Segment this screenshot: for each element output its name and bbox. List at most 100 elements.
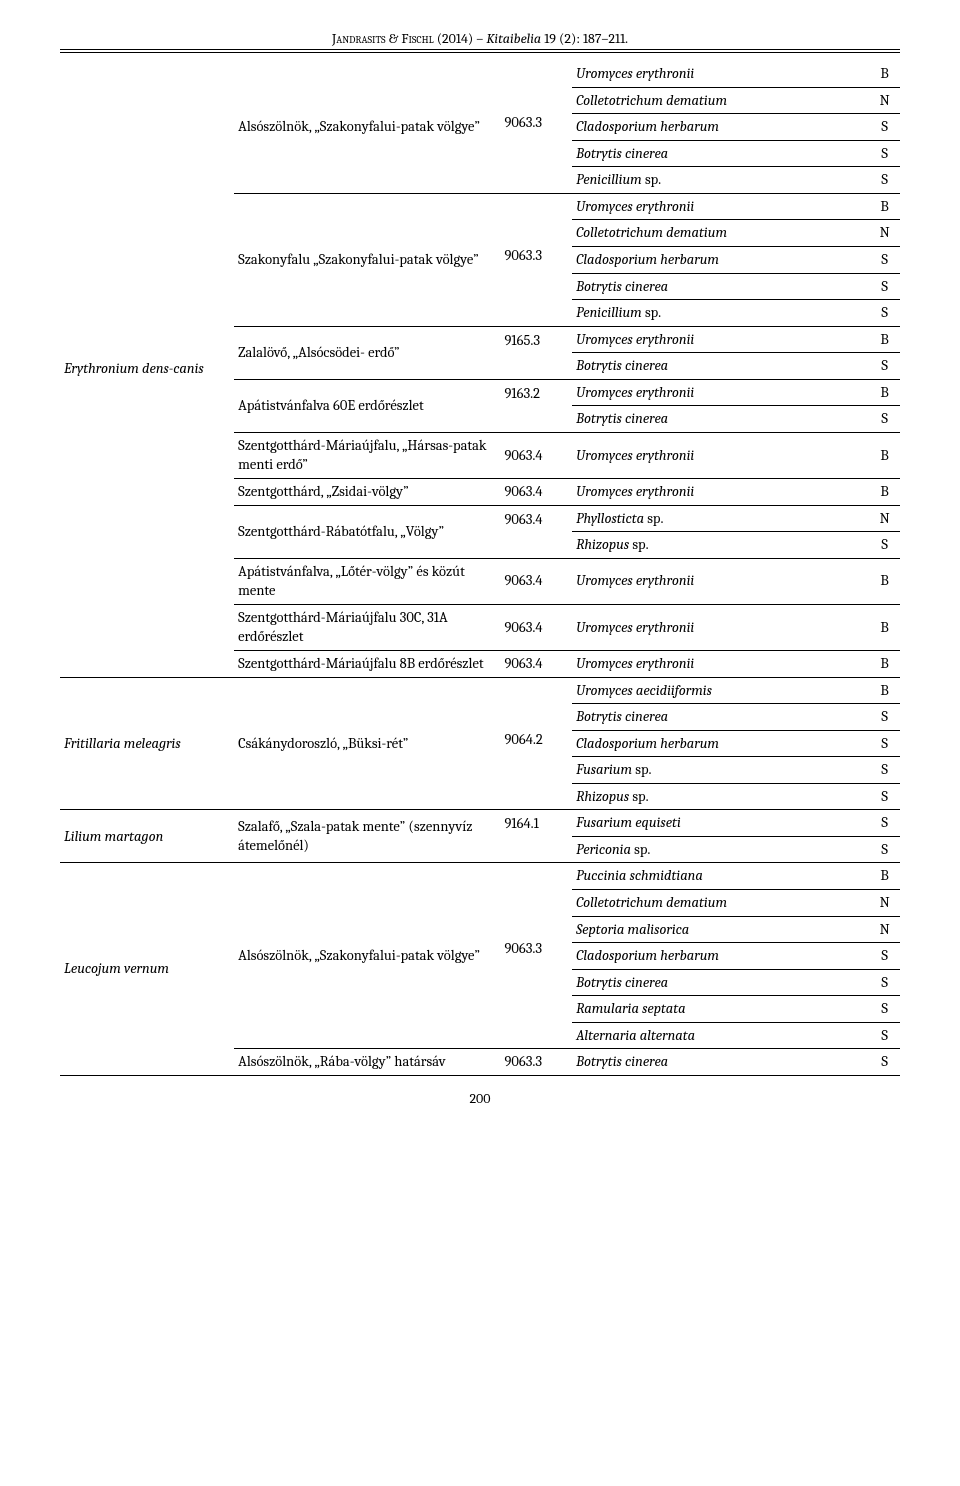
grid-code: 9063.3: [500, 863, 572, 1049]
grid-code: 9064.2: [500, 677, 572, 810]
grid-code: 9063.4: [500, 505, 572, 558]
fungus-name: Rhizopus sp.: [572, 532, 869, 559]
fungus-name: Uromyces erythronii: [572, 326, 869, 353]
location: Szentgotthárd-Máriaújfalu 30C, 31A erdőr…: [234, 604, 500, 650]
fungus-name: Fusarium equiseti: [572, 810, 869, 837]
fungus-name: Botrytis cinerea: [572, 353, 869, 380]
species-table: Erythronium dens-canisAlsószölnök, „Szak…: [60, 61, 900, 1076]
grid-code: 9063.4: [500, 558, 572, 604]
category-code: S: [869, 943, 900, 970]
host-plant: Fritillaria meleagris: [60, 677, 234, 810]
fungus-name: Periconia sp.: [572, 836, 869, 863]
fungus-name: Cladosporium herbarum: [572, 943, 869, 970]
location: Alsószölnök, „Szakonyfalui-patak völgye”: [234, 61, 500, 193]
category-code: S: [869, 969, 900, 996]
category-code: S: [869, 730, 900, 757]
fungus-name: Penicillium sp.: [572, 300, 869, 327]
category-code: B: [869, 61, 900, 87]
category-code: S: [869, 836, 900, 863]
location: Apátistvánfalva, „Lőtér-völgy” és közút …: [234, 558, 500, 604]
fungus-name: Uromyces aecidiiformis: [572, 677, 869, 704]
fungus-name: Uromyces erythronii: [572, 432, 869, 478]
fungus-name: Cladosporium herbarum: [572, 114, 869, 141]
host-plant: Erythronium dens-canis: [60, 61, 234, 677]
grid-code: 9063.4: [500, 479, 572, 506]
location: Szakonyfalu „Szakonyfalui-patak völgye”: [234, 193, 500, 326]
location: Apátistvánfalva 60E erdőrészlet: [234, 379, 500, 432]
fungus-name: Uromyces erythronii: [572, 379, 869, 406]
page-number: 200: [60, 1090, 900, 1107]
fungus-name: Botrytis cinerea: [572, 1049, 869, 1076]
category-code: S: [869, 353, 900, 380]
category-code: S: [869, 996, 900, 1023]
category-code: S: [869, 783, 900, 810]
category-code: S: [869, 1022, 900, 1049]
category-code: B: [869, 479, 900, 506]
category-code: S: [869, 757, 900, 784]
fungus-name: Uromyces erythronii: [572, 479, 869, 506]
header-journal: Kitaibelia: [486, 30, 541, 47]
running-head: Jandrasits & Fischl (2014) – Kitaibelia …: [60, 30, 900, 50]
header-authors: Jandrasits & Fischl: [332, 30, 434, 47]
category-code: B: [869, 863, 900, 890]
category-code: S: [869, 532, 900, 559]
grid-code: 9165.3: [500, 326, 572, 379]
category-code: N: [869, 505, 900, 532]
fungus-name: Botrytis cinerea: [572, 406, 869, 433]
location: Szentgotthárd, „Zsidai-völgy”: [234, 479, 500, 506]
category-code: N: [869, 890, 900, 917]
category-code: B: [869, 326, 900, 353]
category-code: S: [869, 704, 900, 731]
category-code: S: [869, 300, 900, 327]
fungus-name: Colletotrichum dematium: [572, 890, 869, 917]
fungus-name: Botrytis cinerea: [572, 704, 869, 731]
category-code: N: [869, 87, 900, 114]
category-code: B: [869, 193, 900, 220]
category-code: S: [869, 406, 900, 433]
fungus-name: Uromyces erythronii: [572, 61, 869, 87]
location: Szentgotthárd-Máriaújfalu, „Hársas-patak…: [234, 432, 500, 478]
fungus-name: Botrytis cinerea: [572, 140, 869, 167]
category-code: S: [869, 273, 900, 300]
category-code: B: [869, 379, 900, 406]
fungus-name: Botrytis cinerea: [572, 273, 869, 300]
category-code: B: [869, 650, 900, 677]
category-code: S: [869, 810, 900, 837]
fungus-name: Uromyces erythronii: [572, 193, 869, 220]
grid-code: 9063.3: [500, 193, 572, 326]
location: Csákánydoroszló, „Büksi-rét”: [234, 677, 500, 810]
grid-code: 9164.1: [500, 810, 572, 863]
grid-code: 9063.3: [500, 61, 572, 193]
category-code: S: [869, 114, 900, 141]
location: Szentgotthárd-Máriaújfalu 8B erdőrészlet: [234, 650, 500, 677]
fungus-name: Colletotrichum dematium: [572, 87, 869, 114]
location: Zalalövő, „Alsócsödei- erdő”: [234, 326, 500, 379]
header-year: (2014): [437, 30, 474, 47]
header-volissue: 19 (2): 187–211.: [544, 30, 628, 47]
grid-code: 9063.3: [500, 1049, 572, 1076]
grid-code: 9063.4: [500, 604, 572, 650]
location: Szalafő, „Szala-patak mente” (szennyvíz …: [234, 810, 500, 863]
fungus-name: Uromyces erythronii: [572, 650, 869, 677]
category-code: S: [869, 167, 900, 194]
category-code: N: [869, 916, 900, 943]
location: Alsószölnök, „Rába-völgy” határsáv: [234, 1049, 500, 1076]
fungus-name: Cladosporium herbarum: [572, 730, 869, 757]
grid-code: 9163.2: [500, 379, 572, 432]
fungus-name: Uromyces erythronii: [572, 558, 869, 604]
category-code: B: [869, 604, 900, 650]
fungus-name: Uromyces erythronii: [572, 604, 869, 650]
fungus-name: Ramularia septata: [572, 996, 869, 1023]
fungus-name: Fusarium sp.: [572, 757, 869, 784]
fungus-name: Puccinia schmidtiana: [572, 863, 869, 890]
category-code: S: [869, 140, 900, 167]
host-plant: Leucojum vernum: [60, 863, 234, 1076]
location: Alsószölnök, „Szakonyfalui-patak völgye”: [234, 863, 500, 1049]
fungus-name: Penicillium sp.: [572, 167, 869, 194]
category-code: S: [869, 1049, 900, 1076]
fungus-name: Phyllosticta sp.: [572, 505, 869, 532]
fungus-name: Septoria malisorica: [572, 916, 869, 943]
host-plant: Lilium martagon: [60, 810, 234, 863]
category-code: S: [869, 246, 900, 273]
category-code: N: [869, 220, 900, 247]
